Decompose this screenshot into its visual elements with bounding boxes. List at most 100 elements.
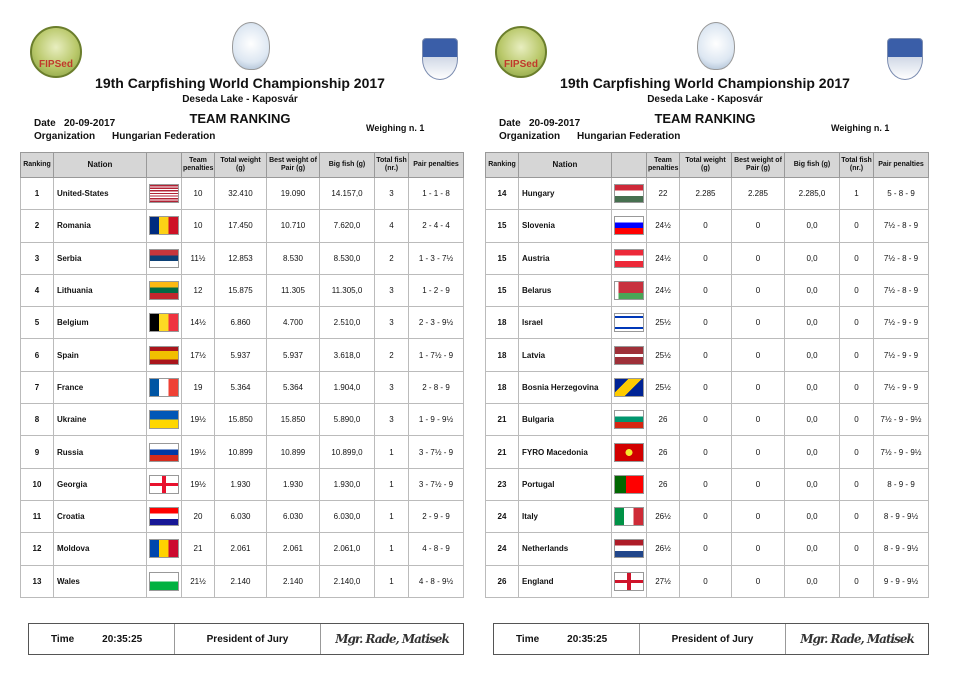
best-pair-weight-cell: 11.305 xyxy=(266,273,320,308)
pair-penalties-cell: 7½ - 8 - 9 xyxy=(873,273,929,308)
col-total-weight: Total weight (g) xyxy=(679,152,732,178)
total-fish-cell: 0 xyxy=(839,564,874,598)
rank-cell: 21 xyxy=(485,403,519,437)
table-row: 15 Austria 24½ 0 0 0,0 0 7½ - 8 - 9 xyxy=(485,241,929,275)
nation-cell: FYRO Macedonia xyxy=(518,435,612,469)
nation-cell: England xyxy=(518,564,612,598)
big-fish-cell: 0,0 xyxy=(784,370,840,405)
best-pair-weight-cell: 6.030 xyxy=(266,499,320,534)
nation-cell: Moldova xyxy=(53,532,147,566)
romania-flag-icon xyxy=(149,216,179,236)
flag-cell xyxy=(611,273,647,308)
time-label: Time xyxy=(516,633,540,645)
big-fish-cell: 10.899,0 xyxy=(319,435,375,469)
total-weight-cell: 0 xyxy=(679,306,732,340)
best-pair-weight-cell: 2.061 xyxy=(266,532,320,566)
flag-cell xyxy=(146,209,182,243)
team-penalties-cell: 21 xyxy=(181,532,215,566)
total-fish-cell: 3 xyxy=(374,273,409,308)
team-penalties-cell: 26 xyxy=(646,403,680,437)
big-fish-cell: 1.930,0 xyxy=(319,467,375,501)
best-pair-weight-cell: 10.899 xyxy=(266,435,320,469)
total-fish-cell: 0 xyxy=(839,499,874,534)
time-value: 20:35:25 xyxy=(102,633,143,645)
table-row: 18 Latvia 25½ 0 0 0,0 0 7½ - 9 - 9 xyxy=(485,338,929,372)
col-total-weight: Total weight (g) xyxy=(214,152,267,178)
col-flag xyxy=(146,152,182,178)
total-fish-cell: 0 xyxy=(839,273,874,308)
big-fish-cell: 3.618,0 xyxy=(319,338,375,372)
flag-cell xyxy=(146,306,182,340)
table-row: 21 Bulgaria 26 0 0 0,0 0 7½ - 9 - 9½ xyxy=(485,403,929,437)
russia-flag-icon xyxy=(149,442,179,462)
table-row: 8 Ukraine 19½ 15.850 15.850 5.890,0 3 1 - 9 - 9… xyxy=(20,403,464,437)
pair-penalties-cell: 5 - 8 - 9 xyxy=(873,176,929,211)
team-penalties-cell: 11½ xyxy=(181,241,215,275)
team-penalties-cell: 19 xyxy=(181,370,215,405)
team-penalties-cell: 24½ xyxy=(646,241,680,275)
rank-cell: 18 xyxy=(485,306,519,340)
best-pair-weight-cell: 4.700 xyxy=(266,306,320,340)
big-fish-cell: 2.285,0 xyxy=(784,176,840,211)
flag-cell xyxy=(611,306,647,340)
best-pair-weight-cell: 0 xyxy=(731,435,785,469)
nation-cell: Croatia xyxy=(53,499,147,534)
big-fish-cell: 0,0 xyxy=(784,209,840,243)
col-pair-penalties: Pair penalties xyxy=(408,152,464,178)
big-fish-cell: 0,0 xyxy=(784,499,840,534)
pair-penalties-cell: 8 - 9 - 9 xyxy=(873,467,929,501)
col-total-fish: Total fish (nr.) xyxy=(839,152,874,178)
championship-emblem xyxy=(232,22,270,70)
team-penalties-cell: 26½ xyxy=(646,532,680,566)
pair-penalties-cell: 1 - 7½ - 9 xyxy=(408,338,464,372)
col-nation: Nation xyxy=(518,152,612,178)
france-flag-icon xyxy=(149,377,179,397)
nation-cell: Netherlands xyxy=(518,532,612,566)
rank-cell: 6 xyxy=(20,338,54,372)
total-fish-cell: 0 xyxy=(839,435,874,469)
total-weight-cell: 0 xyxy=(679,403,732,437)
rank-cell: 7 xyxy=(20,370,54,405)
total-fish-cell: 3 xyxy=(374,306,409,340)
total-weight-cell: 32.410 xyxy=(214,176,267,211)
col-flag xyxy=(611,152,647,178)
total-weight-cell: 0 xyxy=(679,499,732,534)
pair-penalties-cell: 7½ - 9 - 9 xyxy=(873,370,929,405)
croatia-flag-icon xyxy=(149,507,179,527)
pair-penalties-cell: 2 - 3 - 9½ xyxy=(408,306,464,340)
team-penalties-cell: 20 xyxy=(181,499,215,534)
total-fish-cell: 0 xyxy=(839,467,874,501)
rank-cell: 15 xyxy=(485,241,519,275)
table-row: 9 Russia 19½ 10.899 10.899 10.899,0 1 3 - 7½ - … xyxy=(20,435,464,469)
pair-penalties-cell: 8 - 9 - 9½ xyxy=(873,532,929,566)
table-row: 13 Wales 21½ 2.140 2.140 2.140,0 1 4 - 8 - 9½ xyxy=(20,564,464,598)
total-weight-cell: 2.285 xyxy=(679,176,732,211)
total-fish-cell: 3 xyxy=(374,403,409,437)
total-fish-cell: 2 xyxy=(374,241,409,275)
big-fish-cell: 0,0 xyxy=(784,435,840,469)
best-pair-weight-cell: 0 xyxy=(731,499,785,534)
big-fish-cell: 0,0 xyxy=(784,338,840,372)
table-row: 4 Lithuania 12 15.875 11.305 11.305,0 3 1 - 2 -… xyxy=(20,273,464,308)
weighing-number: Weighing n. 1 xyxy=(366,123,425,133)
big-fish-cell: 0,0 xyxy=(784,532,840,566)
rank-cell: 14 xyxy=(485,176,519,211)
serbia-flag-icon xyxy=(149,248,179,268)
page-title: 19th Carpfishing World Championship 2017 xyxy=(95,75,385,91)
big-fish-cell: 0,0 xyxy=(784,564,840,598)
pair-penalties-cell: 8 - 9 - 9½ xyxy=(873,499,929,534)
team-penalties-cell: 25½ xyxy=(646,338,680,372)
total-fish-cell: 1 xyxy=(374,532,409,566)
team-penalties-cell: 24½ xyxy=(646,273,680,308)
pair-penalties-cell: 7½ - 9 - 9½ xyxy=(873,435,929,469)
total-weight-cell: 6.860 xyxy=(214,306,267,340)
best-pair-weight-cell: 5.937 xyxy=(266,338,320,372)
total-fish-cell: 3 xyxy=(374,176,409,211)
slovenia-flag-icon xyxy=(614,216,644,236)
best-pair-weight-cell: 10.710 xyxy=(266,209,320,243)
flag-cell xyxy=(611,499,647,534)
team-penalties-cell: 10 xyxy=(181,176,215,211)
pair-penalties-cell: 2 - 9 - 9 xyxy=(408,499,464,534)
team-ranking-heading: TEAM RANKING xyxy=(189,111,291,126)
total-fish-cell: 1 xyxy=(374,467,409,501)
